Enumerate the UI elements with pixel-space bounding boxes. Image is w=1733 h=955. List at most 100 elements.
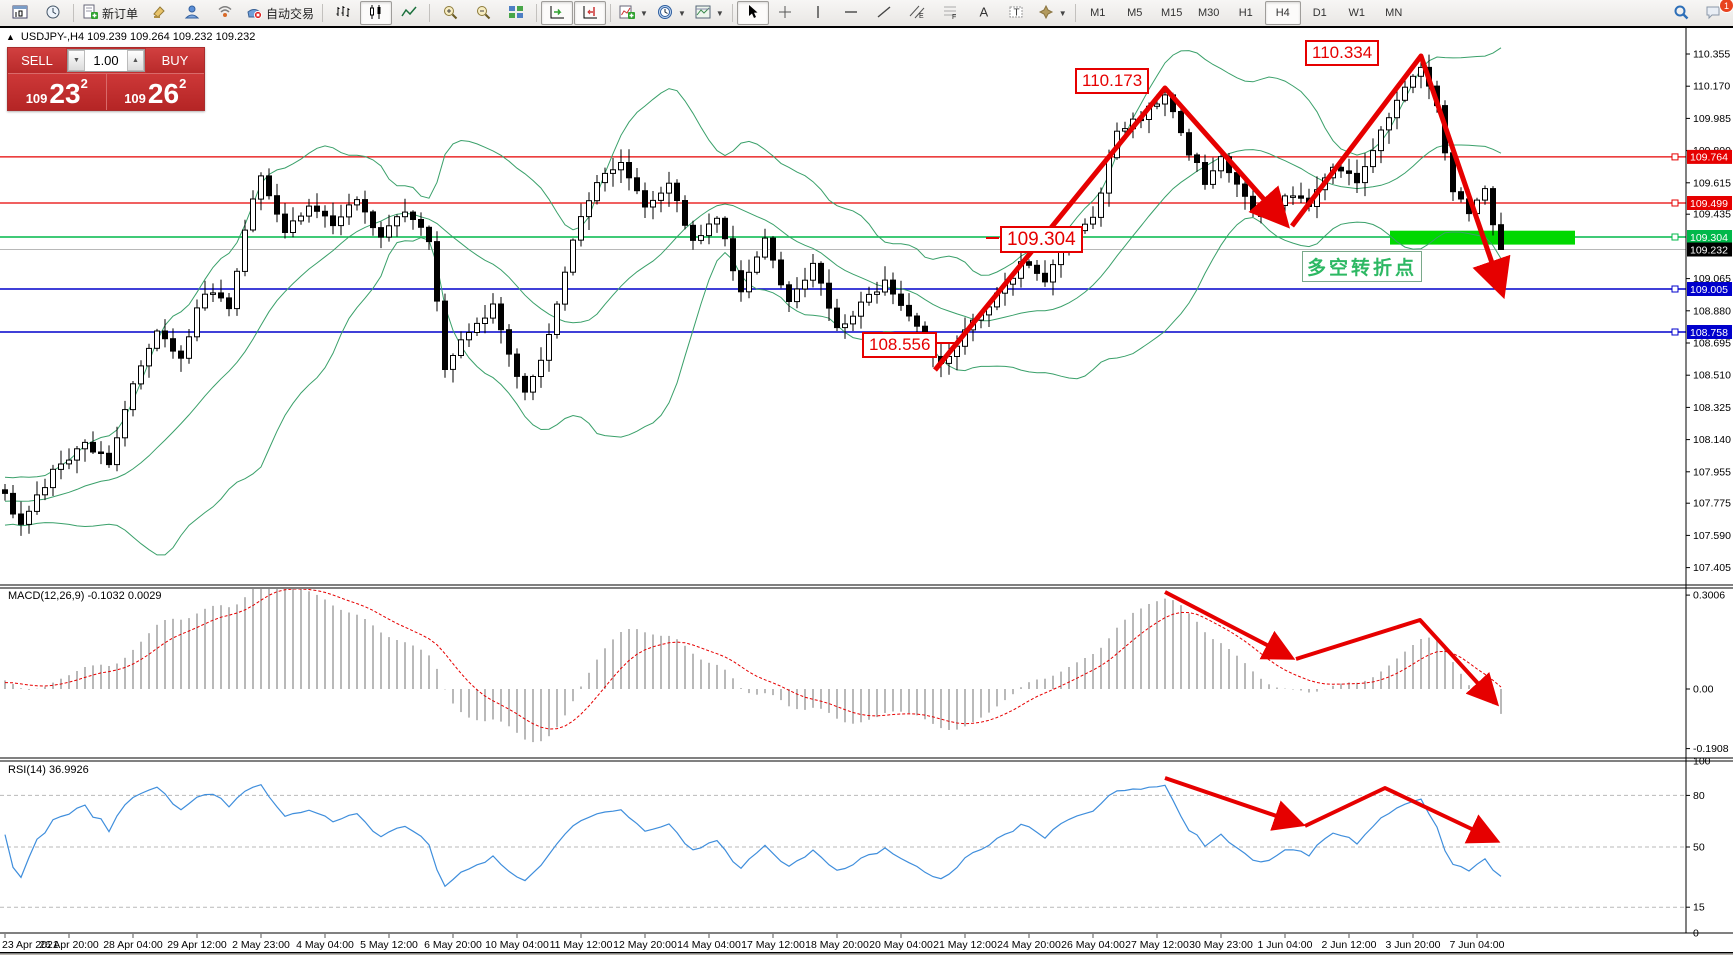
templates-button[interactable]: ▼ xyxy=(691,1,728,25)
svg-text:15: 15 xyxy=(1693,902,1705,914)
line-chart-button[interactable] xyxy=(393,1,425,25)
zoom-out-button[interactable] xyxy=(467,1,499,25)
text-button[interactable]: A xyxy=(968,1,1000,25)
new-order-button[interactable]: 新订单 xyxy=(78,1,142,25)
vertical-line-button[interactable] xyxy=(803,1,835,25)
v-line-icon xyxy=(810,4,827,23)
fibonacci-button[interactable]: F xyxy=(935,1,967,25)
line-handle[interactable] xyxy=(1671,285,1679,293)
bar-chart-button[interactable] xyxy=(327,1,359,25)
svg-text:109.232: 109.232 xyxy=(1690,244,1728,256)
price-annotation-108556[interactable]: 108.556 xyxy=(862,332,938,358)
chat-icon xyxy=(1705,4,1722,23)
svg-text:107.405: 107.405 xyxy=(1693,562,1731,574)
zoom-in-button[interactable] xyxy=(434,1,466,25)
toolbar-separator xyxy=(610,4,612,22)
horizontal-line-button[interactable] xyxy=(836,1,868,25)
svg-text:109.985: 109.985 xyxy=(1693,113,1731,125)
crosshair-button[interactable] xyxy=(770,1,802,25)
timeframe-m1-button[interactable]: M1 xyxy=(1090,7,1106,19)
line-handle[interactable] xyxy=(1671,153,1679,161)
line-handle[interactable] xyxy=(1671,199,1679,207)
sell-button[interactable]: SELL xyxy=(8,48,66,73)
turning-point-note[interactable]: 多空转折点 xyxy=(1302,251,1423,282)
svg-text:108.695: 108.695 xyxy=(1693,338,1731,350)
price-annotation-110173[interactable]: 110.173 xyxy=(1075,68,1150,94)
volume-input[interactable]: 1.00 xyxy=(93,53,119,68)
main-price-panel xyxy=(0,47,1686,556)
svg-text:T: T xyxy=(1014,7,1020,18)
bars-icon xyxy=(335,4,352,23)
trendline-button[interactable] xyxy=(869,1,901,25)
price-axis[interactable]: 110.355110.170109.985109.800109.615109.4… xyxy=(1686,49,1732,940)
periods-icon xyxy=(657,4,674,23)
svg-text:109.005: 109.005 xyxy=(1690,284,1728,296)
styler-button[interactable] xyxy=(143,1,175,25)
timeframe-m15-button[interactable]: M15 xyxy=(1161,7,1183,19)
line-handle[interactable] xyxy=(1671,233,1679,241)
styler-icon xyxy=(151,4,168,23)
svg-text:18 May 20:00: 18 May 20:00 xyxy=(805,939,869,951)
timeframe-h4-button[interactable]: H4 xyxy=(1264,1,1301,25)
text-label-button[interactable]: T xyxy=(1001,1,1033,25)
price-badge-109.764 xyxy=(1687,149,1732,164)
cursor-button[interactable] xyxy=(736,1,769,25)
svg-text:7 Jun 04:00: 7 Jun 04:00 xyxy=(1450,939,1505,951)
line-handle[interactable] xyxy=(1671,328,1679,336)
sell-price-button[interactable]: 109 23 2 xyxy=(8,74,107,110)
toolbar-separator xyxy=(429,4,431,22)
timeframe-d1-button[interactable]: D1 xyxy=(1312,7,1327,19)
timeframe-h1-button[interactable]: H1 xyxy=(1238,7,1253,19)
volume-increase-button[interactable]: ▲ xyxy=(127,50,144,71)
collapse-trade-panel-icon[interactable]: ▲ xyxy=(6,32,15,42)
timeframe-mn-button[interactable]: MN xyxy=(1385,7,1403,19)
fibonacci-icon: F xyxy=(942,4,959,23)
zoom-out-icon xyxy=(475,4,492,23)
auto-scroll-button[interactable] xyxy=(541,1,574,25)
chart-window-icon xyxy=(12,4,29,23)
svg-text:107.775: 107.775 xyxy=(1693,498,1731,510)
buy-price-button[interactable]: 109 26 2 xyxy=(106,74,204,110)
price-annotation-109304[interactable]: 109.304 xyxy=(1000,226,1083,253)
buy-button[interactable]: BUY xyxy=(146,48,204,73)
new-chart-button[interactable] xyxy=(4,1,36,25)
candlestick-chart-button[interactable] xyxy=(360,1,393,25)
price-chart-canvas: 110.355110.170109.985109.800109.615109.4… xyxy=(0,28,1733,955)
svg-text:109.764: 109.764 xyxy=(1690,152,1728,164)
volume-decrease-button[interactable]: ▼ xyxy=(68,50,85,71)
price-badge-109.232 xyxy=(1687,242,1732,257)
svg-text:12 May 20:00: 12 May 20:00 xyxy=(613,939,677,951)
trend-line-icon xyxy=(876,4,893,23)
price-annotation-110334[interactable]: 110.334 xyxy=(1305,40,1380,66)
equidistant-channel-button[interactable]: E xyxy=(902,1,934,25)
toolbar-right-group: 1 xyxy=(1665,0,1733,25)
periods-button[interactable]: ▼ xyxy=(653,1,690,25)
chart-shift-button[interactable] xyxy=(574,1,607,25)
svg-text:5 May 12:00: 5 May 12:00 xyxy=(360,939,418,951)
arrows-button[interactable]: ▼ xyxy=(1034,1,1071,25)
svg-text:108.758: 108.758 xyxy=(1690,327,1728,339)
svg-text:2 Jun 12:00: 2 Jun 12:00 xyxy=(1322,939,1377,951)
volume-box: ▼ 1.00 ▲ xyxy=(67,49,145,72)
timeframe-m5-button[interactable]: M5 xyxy=(1127,7,1143,19)
svg-text:0: 0 xyxy=(1693,928,1699,940)
cursor-icon xyxy=(744,4,761,23)
autotrading-button[interactable]: 自动交易 xyxy=(242,1,318,25)
signals-button[interactable] xyxy=(209,1,241,25)
svg-text:50: 50 xyxy=(1693,842,1705,854)
timeframe-m30-button[interactable]: M30 xyxy=(1198,7,1220,19)
search-button[interactable] xyxy=(1665,1,1697,25)
trend-arrows[interactable] xyxy=(933,53,1511,844)
timeframe-w1-button[interactable]: W1 xyxy=(1348,7,1365,19)
buy-price-pips: 26 xyxy=(147,78,180,110)
svg-text:109.499: 109.499 xyxy=(1690,198,1728,210)
toolbar-separator xyxy=(536,4,538,22)
profiles-button[interactable] xyxy=(37,1,69,25)
shift-icon xyxy=(582,4,599,23)
community-button[interactable] xyxy=(176,1,208,25)
tile-windows-button[interactable] xyxy=(500,1,532,25)
svg-text:23 Apr 2021: 23 Apr 2021 xyxy=(2,939,59,951)
indicators-button[interactable]: ▼ xyxy=(615,1,652,25)
notifications-button[interactable]: 1 xyxy=(1697,0,1733,25)
